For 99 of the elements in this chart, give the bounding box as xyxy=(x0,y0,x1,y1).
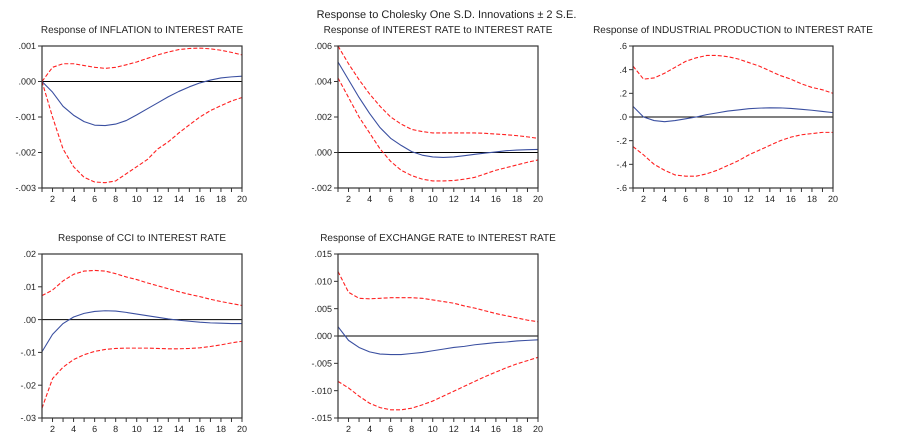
y-tick-label: -.03 xyxy=(20,413,36,424)
x-tick-label: 14 xyxy=(764,194,775,204)
x-tick-label: 16 xyxy=(194,424,205,434)
x-tick-label: 12 xyxy=(744,194,754,204)
y-tick-label: .02 xyxy=(23,249,36,260)
x-tick-label: 12 xyxy=(152,424,163,434)
y-tick-label: .0 xyxy=(619,112,627,122)
y-tick-label: .001 xyxy=(18,41,36,52)
x-tick-label: 20 xyxy=(828,194,838,204)
y-tick-label: -.2 xyxy=(616,136,627,146)
y-tick-label: -.002 xyxy=(15,148,36,158)
line-series xyxy=(337,326,539,356)
line-series xyxy=(337,270,539,322)
chart-title: Response of CCI to INTEREST RATE xyxy=(58,233,226,244)
x-tick-label: 14 xyxy=(470,424,480,434)
y-tick-label: .4 xyxy=(619,64,627,75)
y-tick-label: .000 xyxy=(18,76,36,87)
x-tick-label: 6 xyxy=(683,194,688,204)
line-series xyxy=(41,270,243,306)
line-series xyxy=(337,45,539,139)
x-tick-label: 4 xyxy=(662,194,668,204)
y-tick-label: -.003 xyxy=(15,183,36,194)
y-tick-label: .000 xyxy=(314,331,332,342)
x-tick-label: 20 xyxy=(532,194,544,204)
x-tick-label: 2 xyxy=(50,194,56,204)
x-tick-label: 14 xyxy=(174,194,184,204)
x-tick-label: 4 xyxy=(71,194,76,204)
x-tick-label: 16 xyxy=(786,194,796,204)
x-tick-label: 10 xyxy=(722,194,733,204)
x-tick-label: 16 xyxy=(490,194,501,204)
line-series xyxy=(632,106,834,122)
x-tick-label: 20 xyxy=(236,194,248,204)
x-tick-label: 16 xyxy=(490,424,501,434)
x-tick-label: 6 xyxy=(388,424,394,434)
x-tick-label: 20 xyxy=(236,424,248,434)
line-series xyxy=(337,77,539,182)
x-tick-label: 18 xyxy=(806,194,817,204)
y-tick-label: -.005 xyxy=(311,358,332,368)
y-tick-label: .01 xyxy=(23,282,36,292)
chart-title: Response of INFLATION to INTEREST RATE xyxy=(40,25,244,36)
y-tick-label: .005 xyxy=(314,304,332,314)
x-tick-label: 18 xyxy=(216,194,226,204)
y-tick-label: -.015 xyxy=(311,413,332,424)
y-tick-label: .006 xyxy=(314,41,332,52)
x-tick-label: 8 xyxy=(113,424,118,434)
y-tick-label: .002 xyxy=(314,112,332,122)
line-series xyxy=(41,76,243,126)
x-tick-label: 4 xyxy=(367,424,372,434)
y-tick-label: .000 xyxy=(314,148,332,158)
y-tick-label: .015 xyxy=(314,249,332,260)
x-tick-label: 4 xyxy=(71,424,76,434)
y-tick-label: -.002 xyxy=(311,183,332,194)
y-tick-label: .004 xyxy=(314,76,332,87)
x-tick-label: 8 xyxy=(409,424,414,434)
x-tick-label: 8 xyxy=(409,194,414,204)
x-tick-label: 2 xyxy=(346,194,352,204)
x-tick-label: 10 xyxy=(428,424,438,434)
x-tick-label: 6 xyxy=(388,194,394,204)
y-tick-label: -.010 xyxy=(311,386,332,396)
x-tick-label: 12 xyxy=(152,194,163,204)
x-tick-label: 14 xyxy=(174,424,184,434)
chart-title: Response of INTEREST RATE to INTEREST RATE xyxy=(324,25,553,36)
x-tick-label: 18 xyxy=(216,424,226,434)
y-tick-label: -.6 xyxy=(616,183,627,194)
x-tick-label: 2 xyxy=(346,424,352,434)
x-tick-label: 2 xyxy=(641,194,646,204)
x-tick-label: 8 xyxy=(113,194,118,204)
y-tick-label: .00 xyxy=(23,314,36,325)
y-tick-label: -.01 xyxy=(20,348,36,358)
x-tick-label: 4 xyxy=(367,194,372,204)
y-tick-label: .2 xyxy=(619,88,627,98)
x-tick-label: 10 xyxy=(132,194,142,204)
x-tick-label: 6 xyxy=(92,424,98,434)
x-tick-label: 18 xyxy=(512,194,522,204)
y-tick-label: -.4 xyxy=(616,159,627,170)
x-tick-label: 14 xyxy=(470,194,480,204)
x-tick-label: 16 xyxy=(194,194,205,204)
line-series xyxy=(337,356,539,410)
y-tick-label: -.02 xyxy=(20,380,36,390)
x-tick-label: 12 xyxy=(448,194,459,204)
chart-title: Response of INDUSTRIAL PRODUCTION to INTEREST RATE xyxy=(593,25,874,36)
line-series xyxy=(632,132,834,177)
line-series xyxy=(41,310,243,352)
line-series xyxy=(337,61,539,158)
x-tick-label: 10 xyxy=(428,194,438,204)
y-tick-label: .010 xyxy=(314,276,332,286)
x-tick-label: 12 xyxy=(448,424,459,434)
line-series xyxy=(41,340,243,409)
x-tick-label: 6 xyxy=(92,194,98,204)
y-tick-label: -.001 xyxy=(15,112,36,122)
x-tick-label: 2 xyxy=(50,424,56,434)
x-tick-label: 20 xyxy=(532,424,544,434)
y-tick-label: .6 xyxy=(619,41,627,52)
x-tick-label: 18 xyxy=(512,424,522,434)
line-series xyxy=(632,54,834,94)
x-tick-label: 8 xyxy=(704,194,710,204)
text: Response to Cholesky One S.D. Innovations ± 2 S.E. xyxy=(316,9,576,21)
x-tick-label: 10 xyxy=(132,424,142,434)
chart-title: Response of EXCHANGE RATE to INTEREST RATE xyxy=(320,233,556,244)
